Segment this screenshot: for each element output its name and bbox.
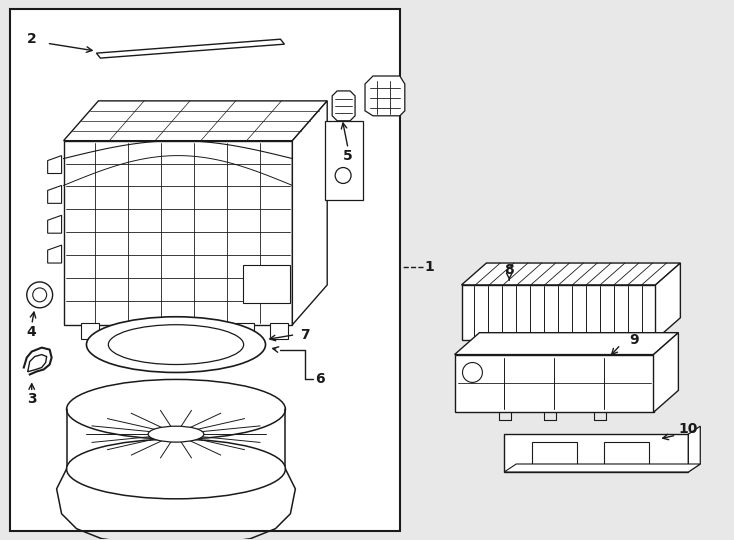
Text: 8: 8 <box>504 263 514 277</box>
Bar <box>10 9 400 531</box>
Text: 2: 2 <box>27 32 37 46</box>
Polygon shape <box>116 323 134 339</box>
Polygon shape <box>454 333 678 355</box>
Text: 9: 9 <box>629 333 639 347</box>
Ellipse shape <box>335 167 351 184</box>
Polygon shape <box>156 323 174 339</box>
Polygon shape <box>201 323 219 339</box>
Text: 4: 4 <box>27 325 37 339</box>
Polygon shape <box>48 245 62 263</box>
Text: 6: 6 <box>316 373 325 387</box>
Text: 5: 5 <box>344 148 353 163</box>
Polygon shape <box>653 333 678 412</box>
Bar <box>532 442 577 464</box>
Ellipse shape <box>67 439 286 499</box>
Text: 1: 1 <box>425 260 435 274</box>
Ellipse shape <box>462 362 482 382</box>
Ellipse shape <box>33 288 47 302</box>
Polygon shape <box>271 323 288 339</box>
Polygon shape <box>688 426 700 472</box>
Ellipse shape <box>26 282 53 308</box>
Bar <box>64 140 292 325</box>
Polygon shape <box>462 263 680 285</box>
Bar <box>504 434 688 472</box>
Polygon shape <box>292 101 327 325</box>
Polygon shape <box>236 323 253 339</box>
Polygon shape <box>48 185 62 204</box>
Text: 3: 3 <box>27 393 37 406</box>
Bar <box>604 442 649 464</box>
Polygon shape <box>64 101 327 140</box>
Ellipse shape <box>67 380 286 439</box>
Polygon shape <box>655 263 680 340</box>
Polygon shape <box>333 91 355 121</box>
Polygon shape <box>365 76 405 116</box>
Polygon shape <box>48 215 62 233</box>
Bar <box>243 265 291 303</box>
Polygon shape <box>96 39 285 58</box>
Ellipse shape <box>109 325 244 364</box>
Bar <box>325 121 363 200</box>
Polygon shape <box>48 156 62 173</box>
Ellipse shape <box>148 426 204 442</box>
Text: 10: 10 <box>679 422 698 436</box>
Ellipse shape <box>87 317 266 373</box>
Bar <box>462 285 655 340</box>
Text: 7: 7 <box>300 328 310 342</box>
Bar <box>454 355 653 412</box>
Polygon shape <box>504 464 700 472</box>
Polygon shape <box>81 323 99 339</box>
